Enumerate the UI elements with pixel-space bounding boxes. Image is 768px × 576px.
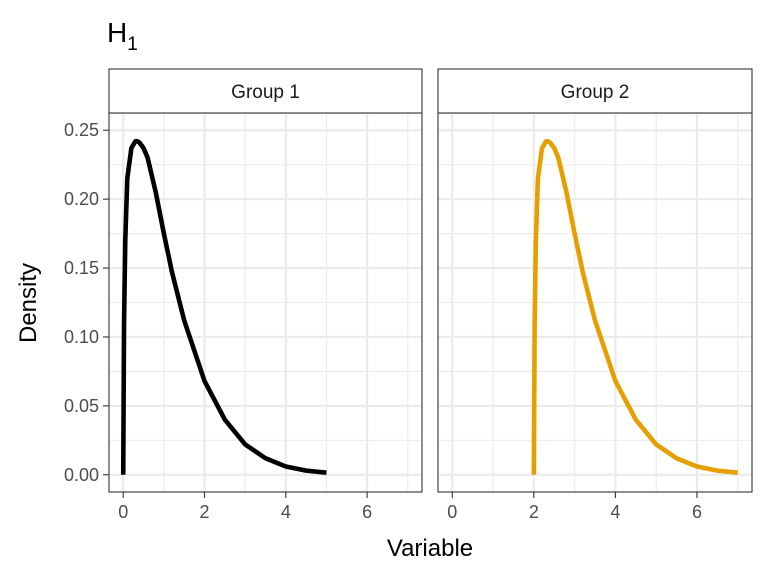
x-tick-label: 4 [610,502,620,522]
x-tick-label: 0 [118,502,128,522]
y-tick-label: 0.05 [64,396,99,416]
strip-background [108,68,423,114]
x-tick-label: 4 [281,502,291,522]
x-tick-label: 6 [362,502,372,522]
x-tick-label: 0 [447,502,457,522]
x-axes: 0 2 4 6 0 2 4 6 [118,492,702,522]
density-line-group-1 [120,138,327,475]
x-axis-panel-1: 0 2 4 6 [118,492,372,522]
y-tick-label: 0.15 [64,258,99,278]
chart-title-main: H [107,17,127,48]
x-axis-title: Variable [387,535,473,562]
x-axis-panel-2: 0 2 4 6 [447,492,702,522]
y-tick-label: 0.10 [64,327,99,347]
y-axis: 0.00 0.05 0.10 0.15 0.20 0.25 [64,120,109,485]
x-tick-label: 2 [529,502,539,522]
density-line-group-2 [531,138,738,475]
y-tick-label: 0.25 [64,120,99,140]
chart-title: H1 [107,17,138,55]
panel-2: Group 2 [437,68,753,493]
strip-label-group-2: Group 2 [561,82,630,103]
strip-label-group-1: Group 1 [231,82,300,103]
y-tick-label: 0.20 [64,189,99,209]
strip-background [437,68,753,114]
y-tick-label: 0.00 [64,465,99,485]
y-axis-title: Density [15,263,42,343]
panels-layer: Group 1 Group 2 [108,68,753,493]
x-tick-label: 2 [200,502,210,522]
x-tick-label: 6 [692,502,702,522]
panel-1: Group 1 [108,68,423,493]
chart-title-subscript: 1 [127,34,138,55]
